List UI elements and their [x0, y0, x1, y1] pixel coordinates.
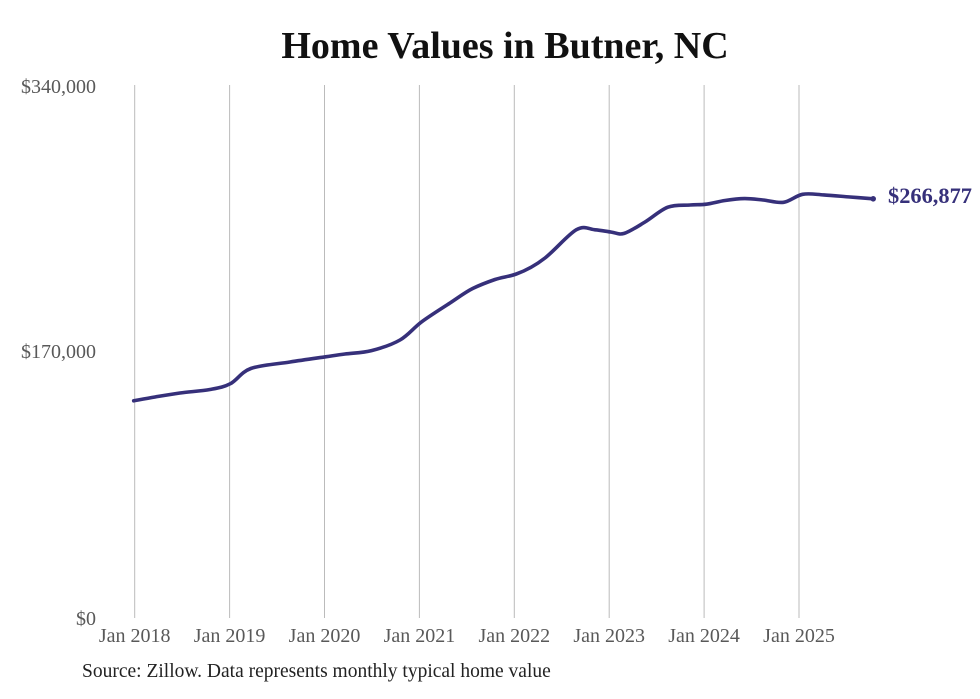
- svg-text:$340,000: $340,000: [21, 76, 96, 98]
- svg-text:Jan 2020: Jan 2020: [289, 625, 361, 647]
- svg-text:$266,877: $266,877: [888, 183, 972, 208]
- svg-text:Jan 2023: Jan 2023: [573, 625, 645, 647]
- svg-text:Jan 2022: Jan 2022: [478, 625, 550, 647]
- svg-text:Jan 2025: Jan 2025: [763, 625, 835, 647]
- svg-text:Jan 2018: Jan 2018: [99, 625, 171, 647]
- svg-text:Jan 2019: Jan 2019: [194, 625, 266, 647]
- svg-text:$170,000: $170,000: [21, 341, 96, 363]
- svg-text:$0: $0: [76, 608, 96, 630]
- svg-text:Jan 2024: Jan 2024: [668, 625, 740, 647]
- svg-text:Jan 2021: Jan 2021: [384, 625, 456, 647]
